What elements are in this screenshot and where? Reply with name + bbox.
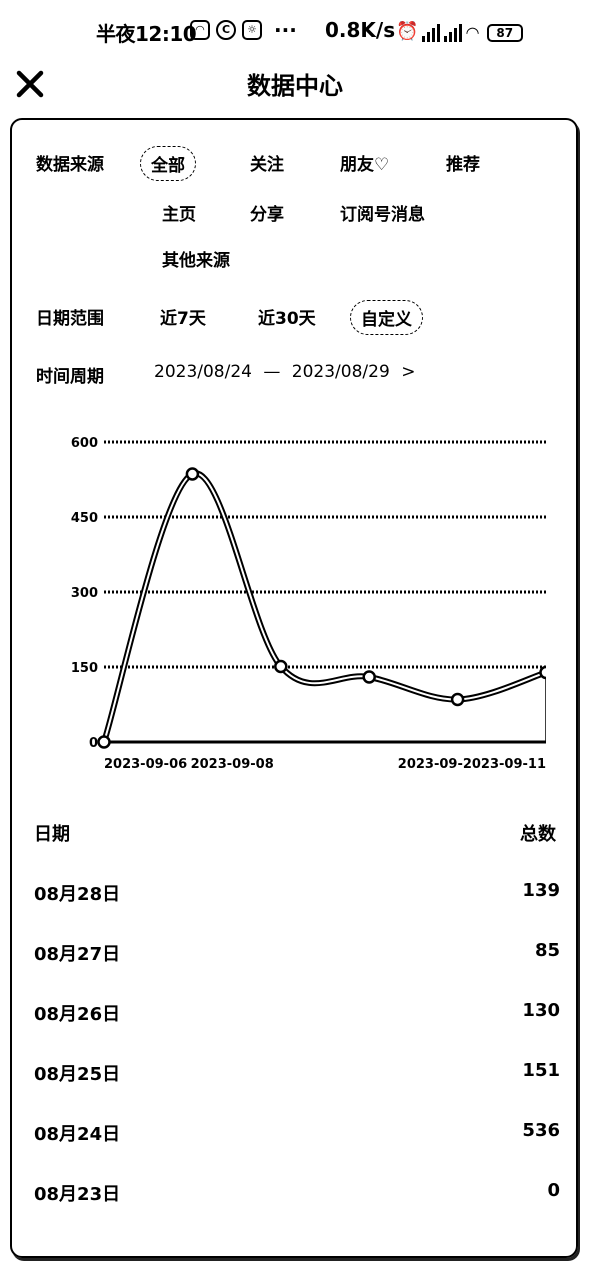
alarm-icon: ⏰ — [396, 21, 419, 42]
data-point[interactable] — [450, 692, 465, 707]
source-chip-friends[interactable]: 朋友♡ — [340, 155, 390, 175]
close-button[interactable] — [14, 68, 46, 100]
network-speed: 0.8K/s — [325, 18, 396, 42]
source-chip-share[interactable]: 分享 — [250, 205, 284, 225]
data-point[interactable] — [97, 735, 111, 749]
row-total: 0 — [547, 1180, 560, 1201]
period-label: 时间周期 — [36, 367, 104, 387]
y-tick-label: 150 — [71, 661, 98, 676]
x-tick-label: 2023-09-06 — [104, 757, 187, 772]
y-tick-label: 450 — [71, 511, 98, 526]
data-point[interactable] — [185, 467, 200, 481]
period-end: 2023/08/29 — [291, 362, 390, 382]
row-date: 08月26日 — [34, 1004, 121, 1025]
x-tick-label: 2023-09-08 — [191, 757, 274, 772]
series-line — [101, 470, 546, 745]
status-bar: 半夜12:10 ◠ C ☼ ··· 0.8K/s ⏰ ◠ 87 — [0, 18, 590, 52]
y-tick-label: 300 — [71, 586, 98, 601]
table-row: 08月26日 130 — [34, 1000, 560, 1030]
y-tick-label: 600 — [71, 436, 98, 451]
period-separator: — — [263, 362, 281, 382]
row-date: 08月27日 — [34, 944, 121, 965]
close-icon — [16, 70, 44, 98]
data-point[interactable] — [274, 659, 288, 674]
source-chip-follow[interactable]: 关注 — [250, 155, 284, 175]
row-total: 139 — [522, 880, 560, 901]
table-row: 08月27日 85 — [34, 940, 560, 970]
more-notifications-icon: ··· — [274, 18, 297, 42]
x-tick-label: 2023-09-2023-09-11 — [398, 757, 546, 772]
range-chip-7days[interactable]: 近7天 — [160, 309, 206, 329]
battery-icon: 87 — [486, 24, 523, 42]
table-row: 08月24日 536 — [34, 1120, 560, 1150]
source-chip-subscription[interactable]: 订阅号消息 — [340, 205, 425, 225]
row-total: 536 — [522, 1120, 560, 1141]
line-chart: 0 150 300 450 600 2023-09-06 2023-09-08 2023-09… — [71, 436, 547, 772]
row-date: 08月25日 — [34, 1064, 121, 1085]
table-row: 08月28日 139 — [34, 880, 560, 910]
wifi-icon: ◠ — [466, 23, 479, 42]
y-tick-label: 0 — [89, 736, 98, 751]
row-total: 130 — [522, 1000, 560, 1021]
row-total: 151 — [522, 1060, 560, 1081]
status-notification-icons: ◠ C ☼ — [190, 20, 262, 40]
data-card: 数据来源 全部 关注 朋友♡ 推荐 主页 分享 订阅号消息 其他来源 日期范围 … — [10, 118, 578, 1258]
sync-icon: C — [216, 20, 236, 40]
data-point[interactable] — [362, 670, 376, 684]
table-header-total: 总数 — [520, 824, 556, 845]
page-title: 数据中心 — [247, 72, 343, 100]
source-chip-recommend[interactable]: 推荐 — [446, 155, 480, 175]
table-row: 08月23日 0 — [34, 1180, 560, 1210]
chevron-right-icon: > — [401, 362, 416, 382]
date-range-label: 日期范围 — [36, 309, 104, 329]
range-chip-30days[interactable]: 近30天 — [258, 309, 316, 329]
row-date: 08月23日 — [34, 1184, 121, 1205]
table-row: 08月25日 151 — [34, 1060, 560, 1090]
app-badge-icon: ☼ — [242, 20, 262, 40]
source-chip-other[interactable]: 其他来源 — [162, 251, 230, 271]
source-label: 数据来源 — [36, 155, 104, 175]
status-time: 半夜12:10 — [96, 22, 197, 46]
period-start: 2023/08/24 — [154, 362, 252, 382]
status-system-icons: ⏰ ◠ 87 — [396, 21, 523, 42]
source-chip-homepage[interactable]: 主页 — [162, 205, 196, 225]
source-chip-all[interactable]: 全部 — [140, 146, 196, 181]
period-selector[interactable]: 2023/08/24 — 2023/08/29 > — [154, 362, 421, 382]
row-date: 08月24日 — [34, 1124, 121, 1145]
data-point[interactable] — [539, 665, 547, 680]
range-chip-custom[interactable]: 自定义 — [350, 300, 423, 335]
row-total: 85 — [534, 940, 560, 961]
signal-2-icon — [444, 22, 463, 42]
app-notification-icon: ◠ — [190, 20, 210, 40]
row-date: 08月28日 — [34, 884, 121, 905]
table-header-date: 日期 — [34, 824, 70, 845]
signal-icon — [422, 22, 441, 42]
top-bar: 数据中心 — [0, 62, 590, 108]
